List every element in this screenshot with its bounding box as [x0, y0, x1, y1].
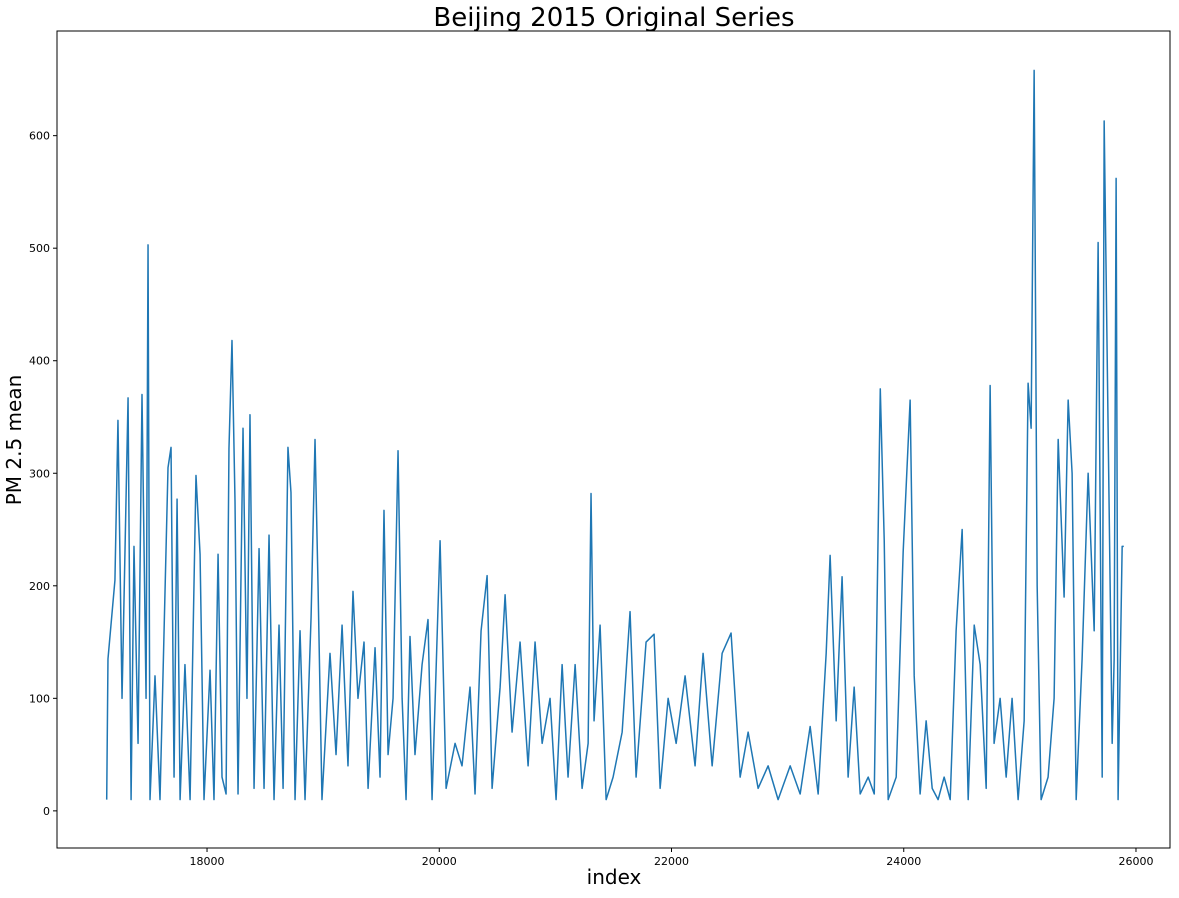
chart-title: Beijing 2015 Original Series — [433, 3, 794, 33]
x-tick-label: 22000 — [654, 855, 689, 868]
y-tick-label: 400 — [29, 355, 50, 368]
plot-frame — [56, 30, 1171, 849]
y-axis-label: PM 2.5 mean — [2, 375, 26, 506]
y-tick-label: 500 — [29, 242, 50, 255]
y-tick-label: 200 — [29, 580, 50, 593]
y-tick-label: 300 — [29, 467, 50, 480]
data-line — [105, 69, 1124, 801]
y-tick-label: 600 — [29, 130, 50, 143]
x-axis-label: index — [587, 865, 642, 889]
y-tick-label: 100 — [29, 692, 50, 705]
x-tick-label: 20000 — [422, 855, 457, 868]
x-tick-label: 24000 — [886, 855, 921, 868]
x-tick-label: 18000 — [190, 855, 225, 868]
x-tick-label: 26000 — [1118, 855, 1153, 868]
y-tick-label: 0 — [43, 805, 50, 818]
